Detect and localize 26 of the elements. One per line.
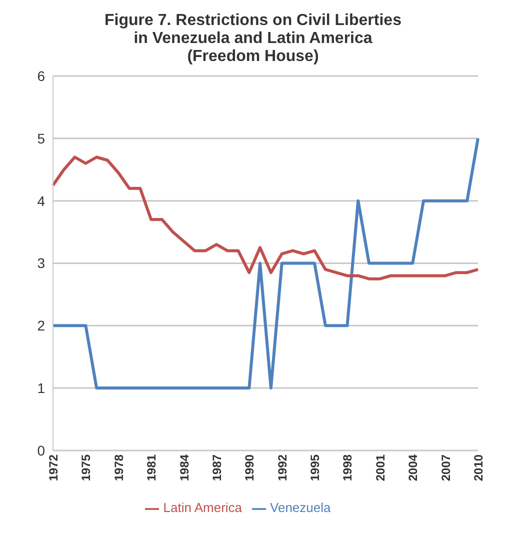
chart-title: Figure 7. Restrictions on Civil Liberties in Venezuela and Latin America (Freedom House) [104,11,402,66]
line-series [52,136,480,390]
y-tick-label: 3 [37,255,46,272]
x-tick-label: 1992 [275,454,290,482]
x-tick-label: 1987 [210,454,224,482]
x-tick-label: 2007 [438,454,453,482]
x-tick-label: 1998 [340,454,355,482]
y-tick-label: 0 [37,442,46,458]
x-tick-label: 2010 [472,454,486,482]
x-tick-label: 2004 [406,454,420,482]
y-tick-label: 1 [37,380,46,396]
x-tick-label: 1972 [46,454,61,482]
x-tick-label: 1984 [177,454,192,482]
x-tick-label: 1978 [112,454,126,482]
x-tick-label: 1990 [242,454,257,482]
legend-label: Latin America [163,500,242,516]
line-series [52,156,480,280]
x-tick-label: 1981 [144,454,159,482]
x-tick-label: 2001 [373,454,388,482]
x-tick-label: 1975 [79,454,94,482]
y-tick-label: 6 [37,68,46,84]
legend-label: Venezuela [270,500,331,516]
x-tick-label: 1995 [308,454,322,482]
y-tick-label: 2 [37,318,46,334]
y-tick-label: 5 [37,130,46,146]
y-tick-label: 4 [37,192,46,209]
